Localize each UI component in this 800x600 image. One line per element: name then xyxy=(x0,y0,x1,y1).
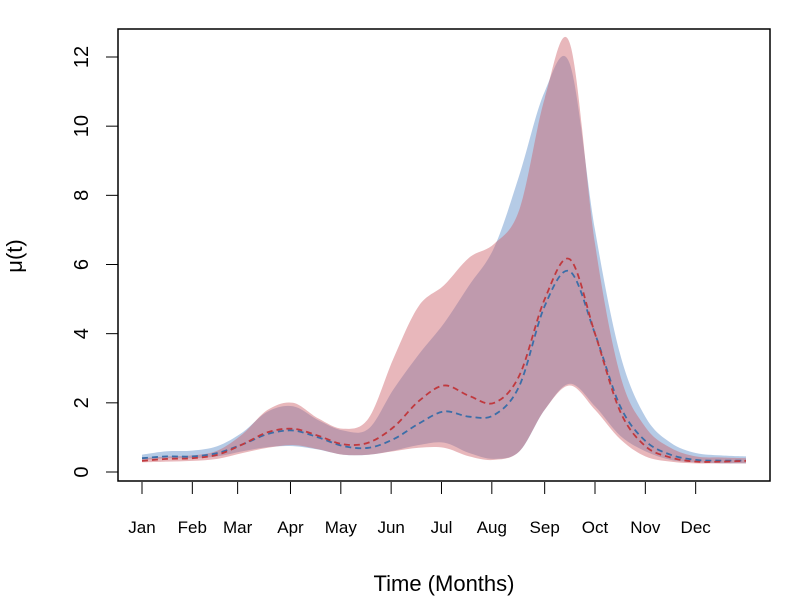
x-tick-label: Aug xyxy=(477,518,507,537)
red-mean-line xyxy=(141,257,747,463)
x-tick-label: Apr xyxy=(277,518,304,537)
mean-lines xyxy=(141,257,747,463)
x-axis-label: Time (Months) xyxy=(374,571,515,596)
x-tick-label: Jun xyxy=(377,518,404,537)
y-tick-label: 2 xyxy=(71,397,93,408)
y-tick-label: 0 xyxy=(71,466,93,477)
x-tick-label: May xyxy=(325,518,358,537)
x-tick-label: Mar xyxy=(223,518,253,537)
x-tick-label: Sep xyxy=(530,518,560,537)
y-tick-label: 10 xyxy=(71,115,93,137)
x-axis: Jan Feb Mar Apr May Jun Jul Aug Sep Oct Nov Dec xyxy=(128,482,711,537)
y-tick-label: 12 xyxy=(71,46,93,68)
x-tick-label: Dec xyxy=(681,518,712,537)
y-axis-label: μ(t) xyxy=(2,239,27,272)
red-confidence-band xyxy=(142,36,746,464)
plot-frame xyxy=(117,28,771,482)
x-tick-label: Jan xyxy=(128,518,155,537)
y-tick-label: 4 xyxy=(71,328,93,339)
blue-confidence-band xyxy=(142,55,746,464)
y-tick-label: 6 xyxy=(71,259,93,270)
x-tick-label: Oct xyxy=(582,518,609,537)
y-axis: 0 2 4 6 8 10 12 xyxy=(71,46,118,478)
x-tick-label: Feb xyxy=(178,518,207,537)
x-tick-label: Jul xyxy=(431,518,453,537)
x-tick-label: Nov xyxy=(630,518,661,537)
y-tick-label: 8 xyxy=(71,190,93,201)
confidence-bands xyxy=(142,36,746,464)
